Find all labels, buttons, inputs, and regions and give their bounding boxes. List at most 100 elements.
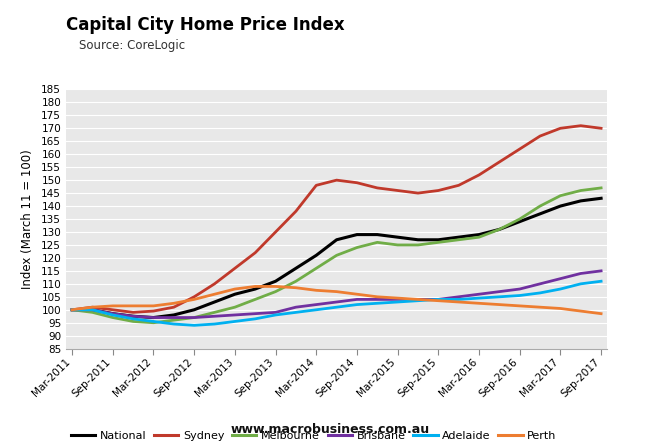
- Sydney: [231, 266, 239, 271]
- Perth: [374, 294, 381, 299]
- Brisbane: [577, 271, 585, 276]
- Sydney: [475, 172, 483, 177]
- Perth: [190, 297, 198, 302]
- National: [496, 227, 504, 232]
- Text: www.macrobusiness.com.au: www.macrobusiness.com.au: [230, 423, 430, 436]
- Adelaide: [393, 299, 401, 305]
- Perth: [231, 287, 239, 292]
- Adelaide: [251, 316, 259, 321]
- National: [211, 299, 218, 305]
- Sydney: [170, 304, 178, 310]
- Adelaide: [312, 307, 320, 312]
- Adelaide: [496, 294, 504, 299]
- Adelaide: [272, 312, 280, 318]
- National: [231, 291, 239, 297]
- Adelaide: [88, 307, 96, 312]
- Sydney: [150, 308, 158, 314]
- Adelaide: [353, 302, 361, 307]
- National: [455, 235, 463, 240]
- Perth: [515, 303, 523, 308]
- Adelaide: [414, 298, 422, 304]
- Melbourne: [150, 320, 158, 325]
- Melbourne: [536, 203, 544, 209]
- National: [129, 314, 137, 319]
- Brisbane: [211, 314, 218, 319]
- Adelaide: [597, 278, 605, 284]
- Adelaide: [515, 293, 523, 298]
- Sydney: [353, 180, 361, 186]
- Text: Capital City Home Price Index: Capital City Home Price Index: [66, 16, 345, 34]
- Brisbane: [353, 297, 361, 302]
- Brisbane: [312, 302, 320, 307]
- National: [353, 232, 361, 237]
- Perth: [434, 298, 442, 304]
- Melbourne: [292, 278, 300, 284]
- National: [170, 312, 178, 318]
- Text: BUSINESS: BUSINESS: [521, 51, 604, 66]
- National: [190, 307, 198, 312]
- Adelaide: [434, 297, 442, 302]
- Melbourne: [272, 289, 280, 294]
- Line: Sydney: Sydney: [72, 126, 601, 312]
- Melbourne: [434, 240, 442, 245]
- Adelaide: [211, 321, 218, 327]
- Adelaide: [109, 312, 117, 318]
- Melbourne: [515, 216, 523, 222]
- Melbourne: [109, 315, 117, 320]
- Melbourne: [211, 310, 218, 315]
- Perth: [211, 291, 218, 297]
- Brisbane: [536, 281, 544, 287]
- Brisbane: [292, 304, 300, 310]
- Y-axis label: Index (March 11 = 100): Index (March 11 = 100): [21, 149, 34, 289]
- Brisbane: [475, 291, 483, 297]
- National: [68, 307, 76, 312]
- Line: Melbourne: Melbourne: [72, 188, 601, 323]
- Brisbane: [333, 299, 341, 305]
- Line: Adelaide: Adelaide: [72, 281, 601, 325]
- Adelaide: [475, 295, 483, 301]
- Brisbane: [109, 311, 117, 316]
- Perth: [170, 300, 178, 306]
- Brisbane: [251, 311, 259, 316]
- Sydney: [393, 188, 401, 193]
- Sydney: [88, 304, 96, 310]
- Brisbane: [150, 315, 158, 320]
- Melbourne: [455, 237, 463, 242]
- Perth: [109, 303, 117, 308]
- Perth: [556, 306, 564, 311]
- National: [292, 266, 300, 271]
- Perth: [88, 304, 96, 310]
- Sydney: [515, 146, 523, 152]
- Perth: [475, 300, 483, 306]
- Brisbane: [190, 315, 198, 320]
- Brisbane: [455, 294, 463, 299]
- Line: Perth: Perth: [72, 287, 601, 314]
- Melbourne: [231, 304, 239, 310]
- Brisbane: [597, 268, 605, 274]
- Melbourne: [190, 315, 198, 320]
- Melbourne: [577, 188, 585, 193]
- Perth: [353, 291, 361, 297]
- Sydney: [414, 190, 422, 196]
- Adelaide: [231, 319, 239, 324]
- National: [515, 219, 523, 224]
- Melbourne: [88, 310, 96, 315]
- Adelaide: [150, 319, 158, 324]
- National: [312, 253, 320, 258]
- Text: Source: CoreLogic: Source: CoreLogic: [79, 39, 185, 52]
- Sydney: [251, 250, 259, 255]
- Adelaide: [68, 307, 76, 312]
- Sydney: [272, 229, 280, 235]
- Sydney: [455, 183, 463, 188]
- Perth: [597, 311, 605, 316]
- Brisbane: [231, 312, 239, 318]
- Brisbane: [88, 307, 96, 312]
- Melbourne: [353, 245, 361, 250]
- Brisbane: [272, 310, 280, 315]
- National: [475, 232, 483, 237]
- Brisbane: [170, 315, 178, 320]
- Sydney: [597, 126, 605, 131]
- Adelaide: [536, 290, 544, 295]
- Brisbane: [556, 276, 564, 281]
- National: [577, 198, 585, 203]
